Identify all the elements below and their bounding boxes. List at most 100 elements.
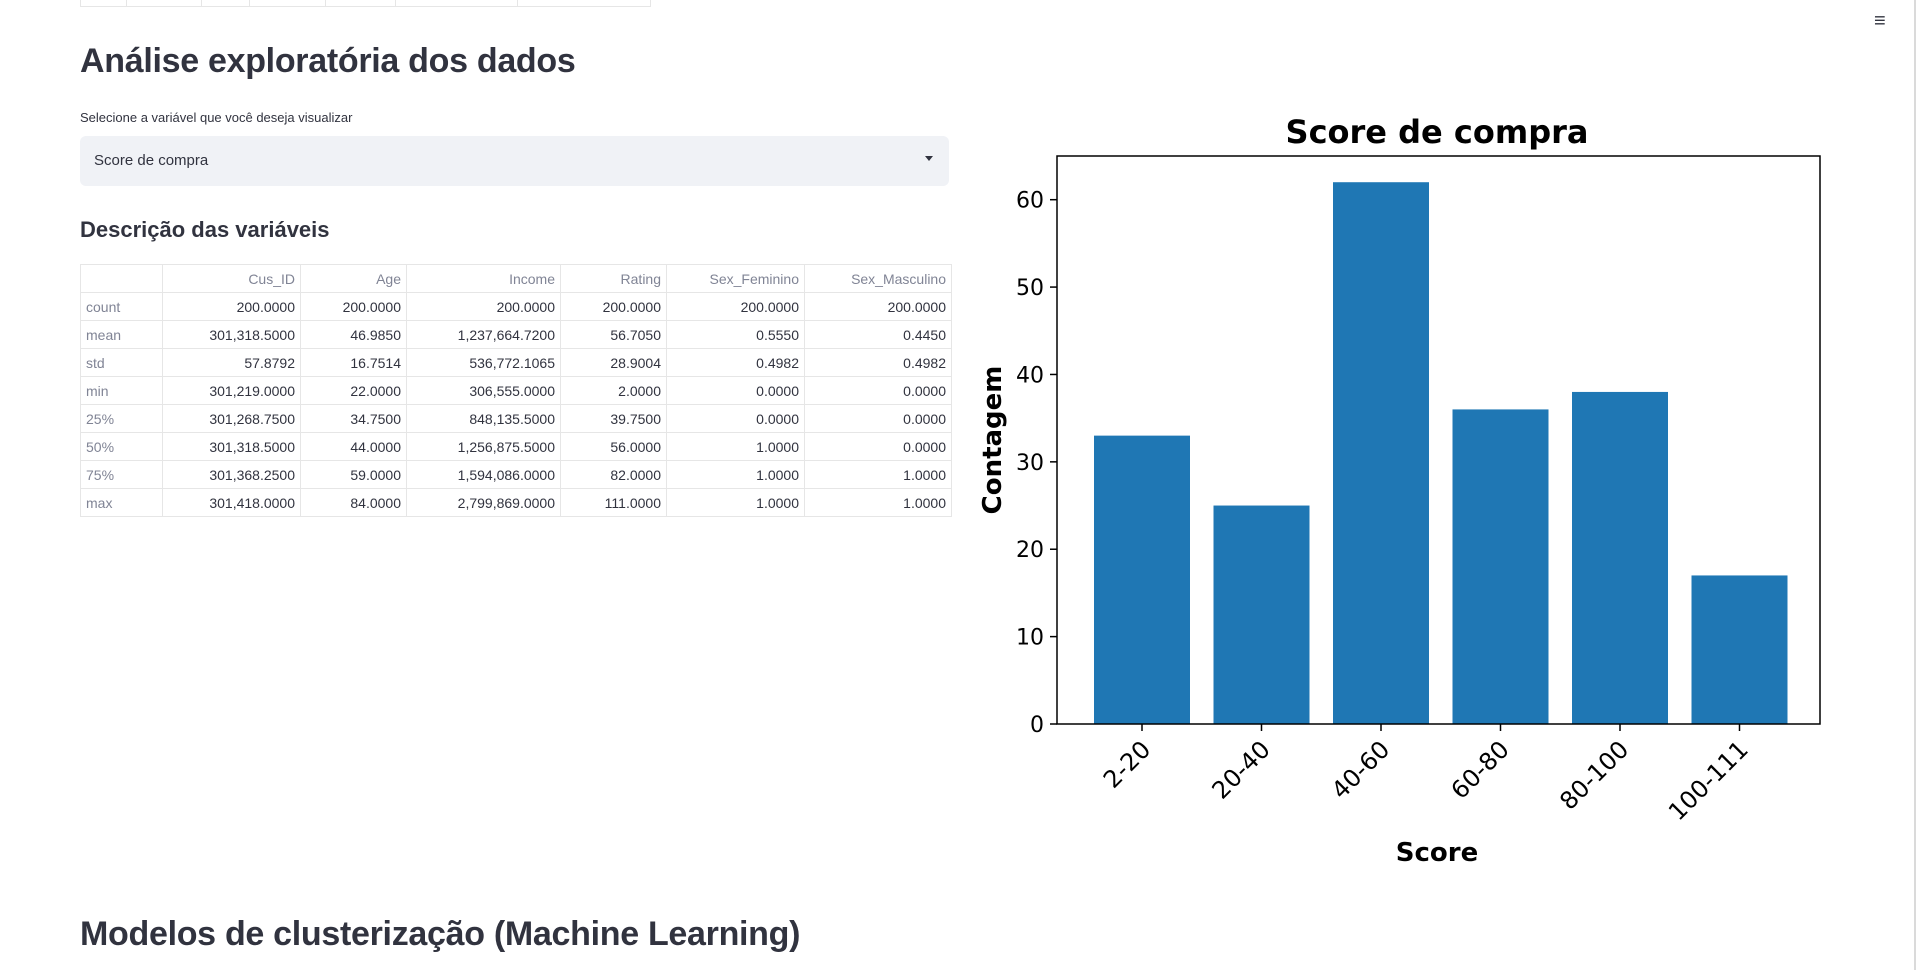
column-header[interactable]: Rating [560,264,667,293]
table-cell[interactable]: 39.7500 [560,404,667,433]
row-header[interactable]: max [80,488,163,517]
table-cell[interactable]: 2,799,869.0000 [406,488,561,517]
describe-table: Cus_ID Age Income Rating Sex_Feminino Se… [80,264,952,517]
table-cell[interactable]: 44.0000 [300,432,407,461]
table-cell[interactable]: 0.0000 [666,376,805,405]
table-cell[interactable]: 56.7050 [560,320,667,349]
column-header[interactable]: Income [406,264,561,293]
column-header[interactable]: Sex_Masculino [804,264,952,293]
table-cell[interactable]: 22.0000 [300,376,407,405]
bar [1452,409,1549,724]
row-header[interactable]: min [80,376,163,405]
table-cell[interactable]: 16.7514 [300,348,407,377]
row-header[interactable]: 25% [80,404,163,433]
table-cell[interactable]: 0.0000 [804,432,952,461]
y-tick-label: 60 [1016,189,1044,214]
table-row: 50% 301,318.5000 44.0000 1,256,875.5000 56.0… [80,432,952,461]
table-row: 75% 301,368.2500 59.0000 1,594,086.0000 82.0… [80,460,952,489]
table-cell[interactable]: 200.0000 [804,292,952,321]
column-header[interactable]: Age [300,264,407,293]
bar [1572,391,1668,724]
table-cell[interactable]: 0.0000 [666,404,805,433]
table-cell[interactable]: 1.0000 [666,432,805,461]
table-row: std 57.8792 16.7514 536,772.1065 28.9004 0.49… [80,348,952,377]
table-cell[interactable]: 200.0000 [406,292,561,321]
models-section-title: Modelos de clusterização (Machine Learni… [80,915,801,953]
variable-select-value: Score de compra [94,152,209,169]
table-cell[interactable]: 0.4450 [804,320,952,349]
column-header[interactable]: Cus_ID [162,264,301,293]
table-cell[interactable]: 301,318.5000 [162,320,301,349]
previous-table-bottom-edge [80,0,651,7]
score-bar-chart: Score de compra 0 10 20 30 40 50 60 2-20 20-40 4… [978,113,1821,868]
table-cell[interactable]: 301,368.2500 [162,460,301,489]
table-cell[interactable]: 46.9850 [300,320,407,349]
x-tick-label: 2-20 [1098,735,1156,793]
table-row: max 301,418.0000 84.0000 2,799,869.0000 111.… [80,488,952,517]
row-header[interactable]: 50% [80,432,163,461]
column-header[interactable] [80,264,163,293]
y-axis-label: Contagem [978,366,1008,515]
y-tick-label: 50 [1016,276,1044,301]
table-cell[interactable]: 1.0000 [804,488,952,517]
table-cell[interactable]: 111.0000 [560,488,667,517]
table-cell[interactable]: 57.8792 [162,348,301,377]
describe-title: Descrição das variáveis [80,217,330,242]
table-cell[interactable]: 1,237,664.7200 [406,320,561,349]
x-axis-label: Score [1396,838,1478,868]
table-cell[interactable]: 0.4982 [666,348,805,377]
table-cell[interactable]: 1.0000 [804,460,952,489]
table-cell[interactable]: 59.0000 [300,460,407,489]
table-cell[interactable]: 848,135.5000 [406,404,561,433]
row-header[interactable]: 75% [80,460,163,489]
table-cell[interactable]: 200.0000 [560,292,667,321]
table-cell[interactable]: 84.0000 [300,488,407,517]
table-cell[interactable]: 0.5550 [666,320,805,349]
table-cell[interactable]: 34.7500 [300,404,407,433]
table-row: min 301,219.0000 22.0000 306,555.0000 2.0000… [80,376,952,405]
table-cell[interactable]: 56.0000 [560,432,667,461]
table-cell[interactable]: 301,268.7500 [162,404,301,433]
x-tick-label: 20-40 [1207,735,1276,804]
table-cell[interactable]: 301,219.0000 [162,376,301,405]
table-row: mean 301,318.5000 46.9850 1,237,664.7200 56.… [80,320,952,349]
table-row: 25% 301,268.7500 34.7500 848,135.5000 39.750… [80,404,952,433]
table-cell[interactable]: 306,555.0000 [406,376,561,405]
table-cell[interactable]: 200.0000 [666,292,805,321]
table-cell[interactable]: 1,256,875.5000 [406,432,561,461]
table-cell[interactable]: 82.0000 [560,460,667,489]
table-cell[interactable]: 0.0000 [804,404,952,433]
row-header[interactable]: mean [80,320,163,349]
x-tick-label: 40-60 [1326,735,1395,804]
table-cell[interactable]: 200.0000 [300,292,407,321]
table-cell[interactable]: 1.0000 [666,460,805,489]
row-header[interactable]: count [80,292,163,321]
scrollbar[interactable] [1914,0,1922,970]
bar [1333,182,1429,724]
hamburger-menu-icon[interactable]: ≡ [1874,10,1886,32]
table-cell[interactable]: 200.0000 [162,292,301,321]
variable-select-label: Selecione a variável que você deseja vis… [80,110,353,125]
chart-title: Score de compra [1286,113,1589,151]
bar [1691,575,1788,724]
y-tick-label: 10 [1016,626,1044,651]
table-cell[interactable]: 536,772.1065 [406,348,561,377]
table-cell[interactable]: 2.0000 [560,376,667,405]
bar [1213,505,1310,724]
table-cell[interactable]: 0.0000 [804,376,952,405]
table-cell[interactable]: 1.0000 [666,488,805,517]
table-cell[interactable]: 301,418.0000 [162,488,301,517]
y-tick-label: 40 [1016,363,1044,388]
x-tick-label: 80-100 [1554,735,1634,815]
table-cell[interactable]: 28.9004 [560,348,667,377]
table-cell[interactable]: 301,318.5000 [162,432,301,461]
table-cell[interactable]: 0.4982 [804,348,952,377]
column-header[interactable]: Sex_Feminino [666,264,805,293]
x-tick-label: 60-80 [1446,735,1515,804]
variable-select[interactable]: Score de compra [80,136,949,186]
row-header[interactable]: std [80,348,163,377]
plot-frame [1056,155,1821,725]
x-tick-label: 100-111 [1663,735,1754,826]
table-cell[interactable]: 1,594,086.0000 [406,460,561,489]
chevron-down-icon[interactable] [925,156,933,161]
